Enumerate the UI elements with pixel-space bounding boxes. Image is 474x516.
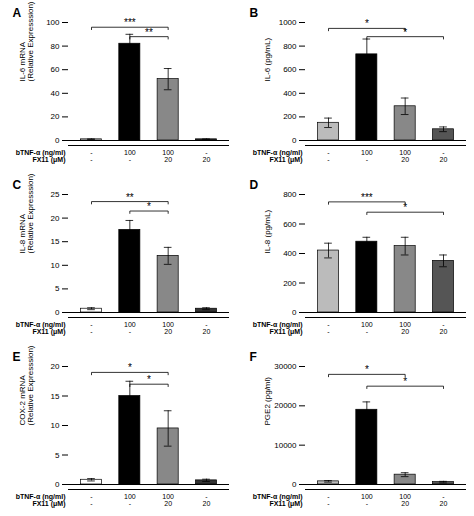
svg-text:-20: -20 <box>203 493 211 507</box>
svg-text:10: 10 <box>51 421 60 430</box>
svg-text:*: * <box>365 364 369 375</box>
svg-text:400: 400 <box>283 89 297 98</box>
svg-text:F: F <box>250 350 257 364</box>
html-text:(Relative Expresssion): (Relative Expresssion) <box>25 1 35 82</box>
svg-text:*: * <box>147 374 151 385</box>
svg-text:400: 400 <box>283 249 297 258</box>
svg-text:IL-6 (pg/mL): IL-6 (pg/mL) <box>263 38 272 82</box>
svg-text:20: 20 <box>51 214 60 223</box>
svg-text:20: 20 <box>51 112 60 121</box>
svg-text:E: E <box>13 350 21 364</box>
html-text:IL-8 mRNA: IL-8 mRNA <box>17 213 27 254</box>
svg-text:10: 10 <box>51 261 60 270</box>
svg-text:5: 5 <box>55 451 60 460</box>
svg-text:200: 200 <box>283 112 297 121</box>
svg-text:0: 0 <box>55 308 60 317</box>
html-text:(Relative Expresssion): (Relative Expresssion) <box>25 345 35 426</box>
svg-text:100-: 100- <box>124 493 136 507</box>
svg-text:100: 100 <box>46 18 60 27</box>
svg-text:bTNF-α (ng/ml)FX11 (μM): bTNF-α (ng/ml)FX11 (μM) <box>253 321 303 336</box>
svg-text:PGE2 (pg/ml): PGE2 (pg/ml) <box>263 377 272 426</box>
svg-text:5: 5 <box>55 284 60 293</box>
svg-text:200: 200 <box>283 279 297 288</box>
svg-text:bTNF-α (ng/ml)FX11 (μM): bTNF-α (ng/ml)FX11 (μM) <box>16 149 66 164</box>
svg-text:100-: 100- <box>124 149 136 163</box>
svg-text:30000: 30000 <box>274 362 297 371</box>
svg-text:***: *** <box>124 17 136 28</box>
svg-text:C: C <box>13 178 22 192</box>
svg-text:1000: 1000 <box>279 18 297 27</box>
svg-text:*: * <box>403 376 407 387</box>
svg-text:0: 0 <box>55 480 60 489</box>
svg-text:10020: 10020 <box>162 321 174 335</box>
svg-text:0: 0 <box>292 480 297 489</box>
svg-text:--: -- <box>90 149 93 163</box>
html-text:(Relative Expresssion): (Relative Expresssion) <box>25 173 35 254</box>
svg-text:100-: 100- <box>361 493 373 507</box>
svg-text:--: -- <box>90 493 93 507</box>
svg-text:B: B <box>250 6 259 20</box>
svg-text:bTNF-α (ng/ml)FX11 (μM): bTNF-α (ng/ml)FX11 (μM) <box>16 321 66 336</box>
svg-text:800: 800 <box>283 190 297 199</box>
svg-text:40: 40 <box>51 89 60 98</box>
svg-text:bTNF-α (ng/ml)FX11 (μM): bTNF-α (ng/ml)FX11 (μM) <box>16 493 66 508</box>
svg-text:20000: 20000 <box>274 401 297 410</box>
svg-text:-20: -20 <box>203 149 211 163</box>
svg-text:0: 0 <box>292 136 297 145</box>
svg-text:10000: 10000 <box>274 441 297 450</box>
svg-text:10020: 10020 <box>399 149 411 163</box>
svg-text:**: ** <box>126 192 134 203</box>
svg-text:0: 0 <box>292 308 297 317</box>
svg-text:--: -- <box>327 149 330 163</box>
svg-text:-20: -20 <box>203 321 211 335</box>
svg-text:10020: 10020 <box>162 493 174 507</box>
svg-text:--: -- <box>327 493 330 507</box>
svg-text:100-: 100- <box>361 321 373 335</box>
svg-text:20: 20 <box>51 362 60 371</box>
svg-text:600: 600 <box>283 220 297 229</box>
svg-text:10020: 10020 <box>399 493 411 507</box>
svg-text:*: * <box>365 18 369 29</box>
svg-text:800: 800 <box>283 42 297 51</box>
svg-text:80: 80 <box>51 42 60 51</box>
svg-text:bTNF-α (ng/ml)FX11 (μM): bTNF-α (ng/ml)FX11 (μM) <box>253 149 303 164</box>
svg-text:60: 60 <box>51 65 60 74</box>
svg-text:--: -- <box>327 321 330 335</box>
svg-text:**: ** <box>145 27 153 38</box>
svg-text:--: -- <box>90 321 93 335</box>
svg-text:10020: 10020 <box>162 149 174 163</box>
svg-text:600: 600 <box>283 65 297 74</box>
html-text:COX-2 mRNA: COX-2 mRNA <box>17 375 27 426</box>
svg-text:-20: -20 <box>440 149 448 163</box>
html-text:IL-6 mRNA: IL-6 mRNA <box>17 41 27 82</box>
svg-text:15: 15 <box>51 392 60 401</box>
svg-text:*: * <box>403 202 407 213</box>
svg-text:***: *** <box>361 192 373 203</box>
svg-text:-20: -20 <box>440 493 448 507</box>
svg-text:-20: -20 <box>440 321 448 335</box>
svg-text:100-: 100- <box>124 321 136 335</box>
svg-text:D: D <box>250 178 259 192</box>
svg-text:100-: 100- <box>361 149 373 163</box>
svg-text:10020: 10020 <box>399 321 411 335</box>
svg-text:IL-8 (pg/mL): IL-8 (pg/mL) <box>263 210 272 254</box>
svg-text:A: A <box>13 6 22 20</box>
svg-text:25: 25 <box>51 190 60 199</box>
svg-text:15: 15 <box>51 237 60 246</box>
svg-text:*: * <box>147 201 151 212</box>
svg-text:*: * <box>403 27 407 38</box>
svg-text:*: * <box>128 362 132 373</box>
svg-text:0: 0 <box>55 136 60 145</box>
svg-text:bTNF-α (ng/ml)FX11 (μM): bTNF-α (ng/ml)FX11 (μM) <box>253 493 303 508</box>
